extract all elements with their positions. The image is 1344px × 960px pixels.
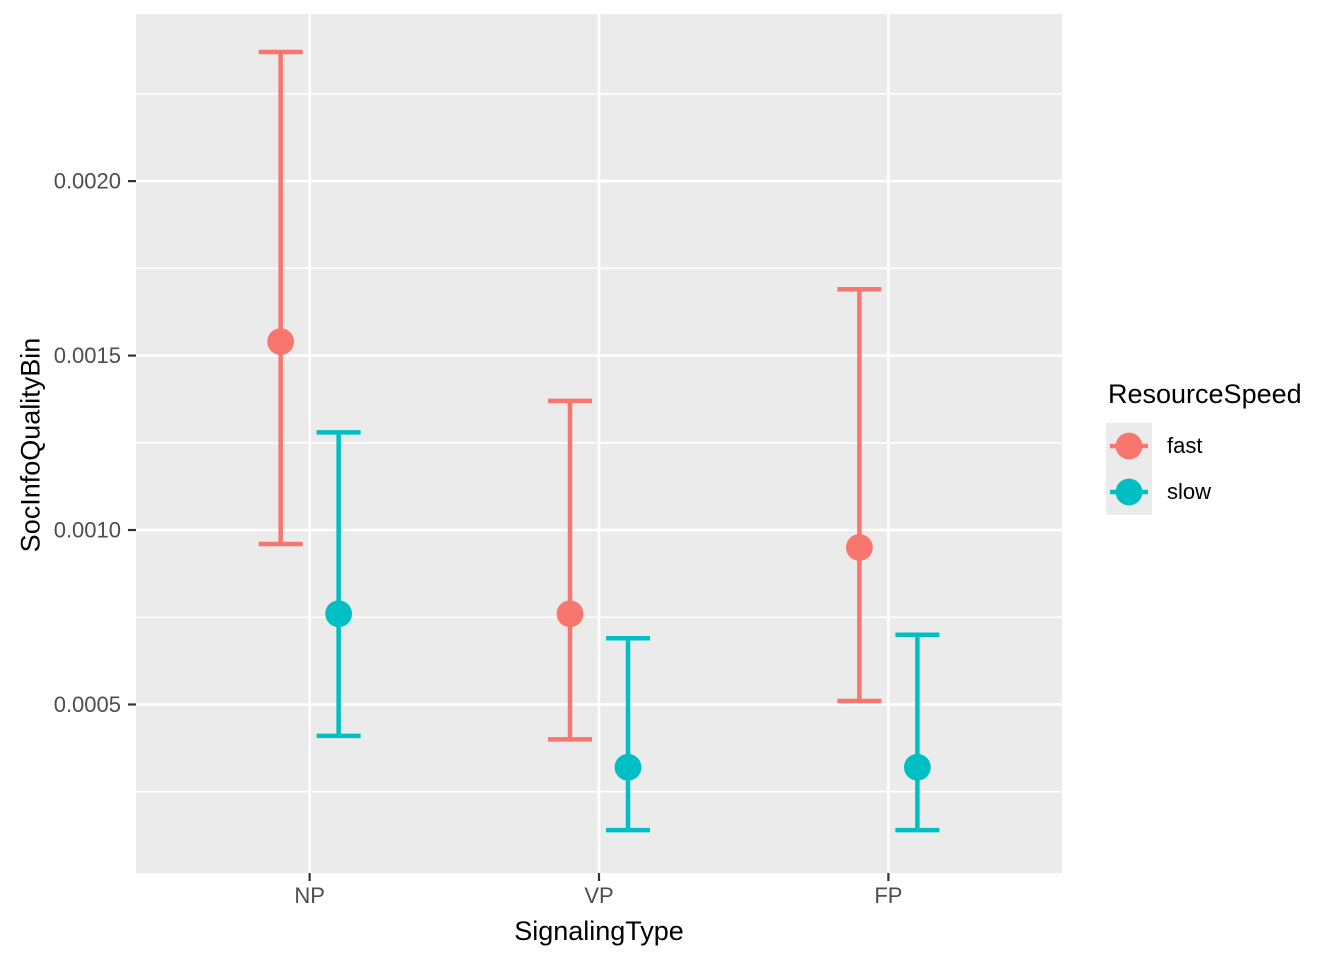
y-axis-title: SocInfoQualityBin: [15, 337, 46, 553]
y-tick-label: 0.0005: [54, 692, 121, 717]
legend-title: ResourceSpeed: [1108, 379, 1302, 409]
x-tick-label: NP: [294, 883, 325, 908]
x-axis-title: SignalingType: [514, 916, 684, 946]
legend-entries: fast slow: [1106, 423, 1211, 515]
y-tick-label: 0.0010: [54, 518, 121, 543]
data-point-fast: [845, 534, 873, 561]
x-tick-label: FP: [874, 883, 902, 908]
legend-label: fast: [1167, 433, 1203, 458]
pointrange-glyph-icon: [1110, 432, 1148, 460]
data-point-slow: [614, 753, 642, 781]
data-point-slow: [325, 600, 353, 628]
legend-entry-fast: fast: [1106, 423, 1211, 469]
legend-key-fast: [1106, 423, 1152, 469]
data-point-fast: [556, 600, 584, 628]
legend-key-slow: [1106, 469, 1152, 515]
x-tick-label: VP: [584, 883, 613, 908]
pointrange-glyph-icon: [1110, 478, 1148, 506]
data-point-fast: [267, 328, 295, 356]
legend: ResourceSpeed fast slow: [1106, 379, 1302, 515]
y-tick-label: 0.0015: [54, 343, 121, 368]
legend-label: slow: [1167, 479, 1212, 504]
data-point-slow: [903, 753, 931, 781]
y-tick-label: 0.0020: [54, 169, 121, 194]
legend-entry-slow: slow: [1106, 469, 1211, 515]
